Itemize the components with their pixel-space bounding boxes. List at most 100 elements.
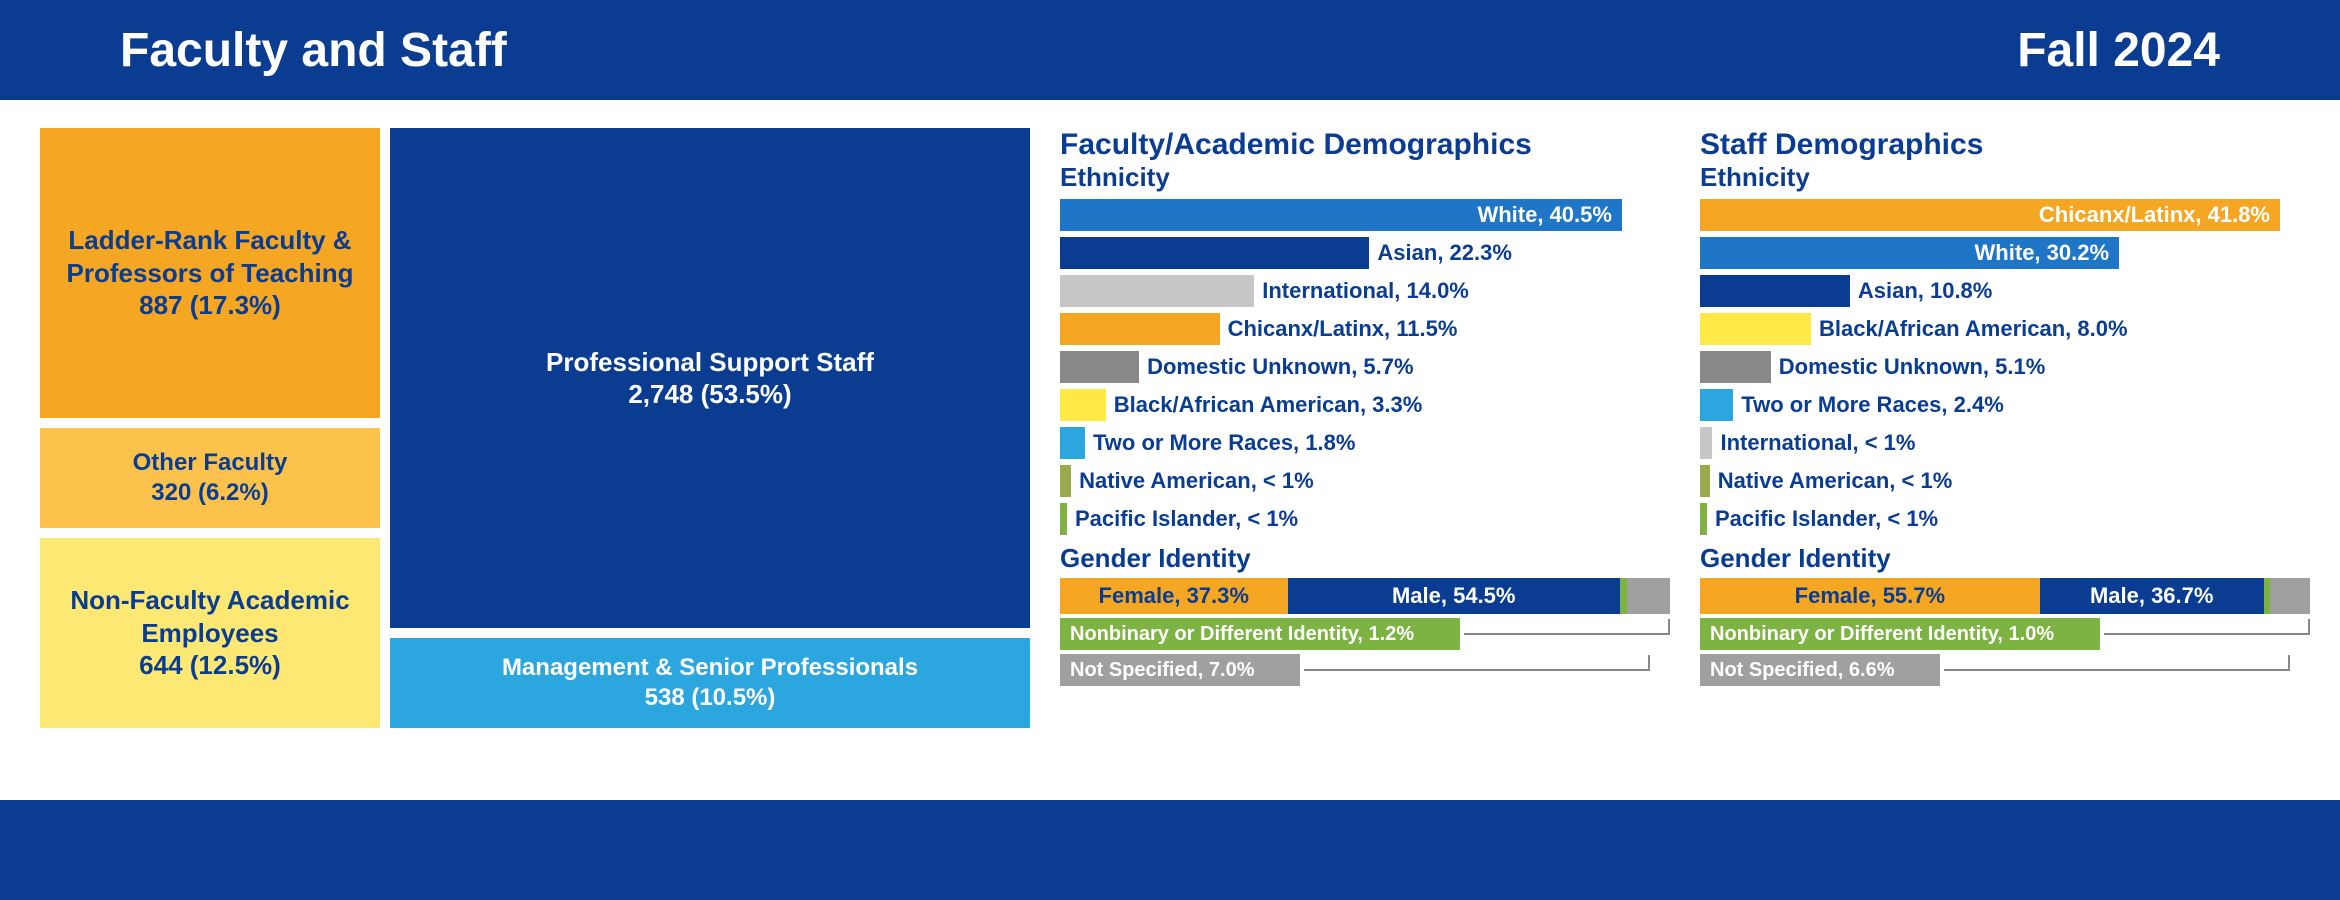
treemap-block-name: Professional Support Staff bbox=[546, 346, 874, 379]
staff-gender-stack: Female, 55.7%Male, 36.7% bbox=[1700, 578, 2310, 614]
ethnicity-label: Pacific Islander, < 1% bbox=[1075, 501, 1298, 537]
connector-line bbox=[1464, 619, 1670, 635]
faculty-demo-title: Faculty/Academic Demographics bbox=[1060, 128, 1670, 162]
ethnicity-bar bbox=[1700, 427, 1712, 459]
faculty-gender-stack: Female, 37.3%Male, 54.5% bbox=[1060, 578, 1670, 614]
gender-detail-bar: Nonbinary or Different Identity, 1.0% bbox=[1700, 618, 2100, 650]
ethnicity-bar bbox=[1060, 275, 1254, 307]
staff-demographics-panel: Staff Demographics Ethnicity Chicanx/Lat… bbox=[1700, 128, 2310, 800]
gender-segment bbox=[2270, 578, 2310, 614]
ethnicity-label: Domestic Unknown, 5.7% bbox=[1147, 349, 1414, 385]
gender-detail-row: Not Specified, 6.6% bbox=[1700, 654, 2310, 686]
ethnicity-label: Native American, < 1% bbox=[1079, 463, 1314, 499]
ethnicity-row: Pacific Islander, < 1% bbox=[1700, 501, 2310, 537]
ethnicity-row: Native American, < 1% bbox=[1060, 463, 1670, 499]
treemap-block-name: Management & Senior Professionals bbox=[502, 653, 918, 683]
ethnicity-bar bbox=[1700, 275, 1850, 307]
connector-line bbox=[2104, 619, 2310, 635]
ethnicity-row: Two or More Races, 2.4% bbox=[1700, 387, 2310, 423]
treemap-block-value: 887 (17.3%) bbox=[139, 289, 281, 322]
ethnicity-bar bbox=[1060, 237, 1369, 269]
ethnicity-row: Black/African American, 3.3% bbox=[1060, 387, 1670, 423]
ethnicity-bar bbox=[1700, 503, 1707, 535]
ethnicity-label: Two or More Races, 2.4% bbox=[1741, 387, 2003, 423]
ethnicity-row: White, 30.2% bbox=[1700, 235, 2310, 271]
ethnicity-row: Native American, < 1% bbox=[1700, 463, 2310, 499]
treemap-block-name: Ladder-Rank Faculty & Professors of Teac… bbox=[48, 224, 372, 289]
gender-segment bbox=[1627, 578, 1670, 614]
ethnicity-row: Pacific Islander, < 1% bbox=[1060, 501, 1670, 537]
gender-segment: Male, 54.5% bbox=[1288, 578, 1620, 614]
gender-detail-bar: Not Specified, 6.6% bbox=[1700, 654, 1940, 686]
treemap-block-name: Non-Faculty Academic Employees bbox=[48, 584, 372, 649]
ethnicity-bar bbox=[1060, 503, 1067, 535]
treemap-block-value: 2,748 (53.5%) bbox=[628, 378, 791, 411]
gender-detail-bar: Not Specified, 7.0% bbox=[1060, 654, 1300, 686]
ethnicity-row: Asian, 10.8% bbox=[1700, 273, 2310, 309]
ethnicity-row: Two or More Races, 1.8% bbox=[1060, 425, 1670, 461]
ethnicity-bar bbox=[1700, 313, 1811, 345]
ethnicity-label: Pacific Islander, < 1% bbox=[1715, 501, 1938, 537]
ethnicity-bar bbox=[1700, 389, 1733, 421]
ethnicity-label: International, < 1% bbox=[1720, 425, 1915, 461]
page-term: Fall 2024 bbox=[2017, 23, 2220, 78]
staff-gender-subtitle: Gender Identity bbox=[1700, 543, 2310, 574]
gender-segment: Female, 37.3% bbox=[1060, 578, 1288, 614]
ethnicity-bar bbox=[1060, 351, 1139, 383]
treemap-block: Professional Support Staff2,748 (53.5%) bbox=[390, 128, 1030, 628]
gender-segment bbox=[1620, 578, 1627, 614]
ethnicity-row: Domestic Unknown, 5.1% bbox=[1700, 349, 2310, 385]
staff-ethnicity-bars: Chicanx/Latinx, 41.8%White, 30.2%Asian, … bbox=[1700, 197, 2310, 537]
ethnicity-label: International, 14.0% bbox=[1262, 273, 1469, 309]
ethnicity-bar bbox=[1700, 351, 1771, 383]
connector-line bbox=[1944, 655, 2290, 671]
gender-detail-row: Not Specified, 7.0% bbox=[1060, 654, 1670, 686]
ethnicity-row: International, < 1% bbox=[1700, 425, 2310, 461]
ethnicity-label: Black/African American, 8.0% bbox=[1819, 311, 2128, 347]
faculty-gender-detail: Nonbinary or Different Identity, 1.2% Not… bbox=[1060, 618, 1670, 686]
ethnicity-bar bbox=[1060, 465, 1071, 497]
gender-detail-row: Nonbinary or Different Identity, 1.2% bbox=[1060, 618, 1670, 650]
faculty-ethnicity-bars: White, 40.5%Asian, 22.3%International, 1… bbox=[1060, 197, 1670, 537]
ethnicity-label: White, 30.2% bbox=[1700, 235, 2119, 271]
gender-segment: Male, 36.7% bbox=[2040, 578, 2264, 614]
ethnicity-bar bbox=[1060, 389, 1106, 421]
treemap-chart: Ladder-Rank Faculty & Professors of Teac… bbox=[40, 128, 1030, 728]
staff-gender-detail: Nonbinary or Different Identity, 1.0% Not… bbox=[1700, 618, 2310, 686]
staff-ethnicity-subtitle: Ethnicity bbox=[1700, 162, 2310, 193]
ethnicity-label: Asian, 22.3% bbox=[1377, 235, 1512, 271]
ethnicity-label: Chicanx/Latinx, 41.8% bbox=[1700, 197, 2280, 233]
ethnicity-label: Native American, < 1% bbox=[1718, 463, 1953, 499]
treemap-block-value: 644 (12.5%) bbox=[139, 649, 281, 682]
main-content: Ladder-Rank Faculty & Professors of Teac… bbox=[0, 100, 2340, 800]
gender-detail-row: Nonbinary or Different Identity, 1.0% bbox=[1700, 618, 2310, 650]
treemap-block: Other Faculty320 (6.2%) bbox=[40, 428, 380, 528]
ethnicity-row: Chicanx/Latinx, 11.5% bbox=[1060, 311, 1670, 347]
ethnicity-row: Chicanx/Latinx, 41.8% bbox=[1700, 197, 2310, 233]
gender-segment: Female, 55.7% bbox=[1700, 578, 2040, 614]
faculty-gender-subtitle: Gender Identity bbox=[1060, 543, 1670, 574]
ethnicity-label: Chicanx/Latinx, 11.5% bbox=[1228, 311, 1458, 347]
treemap-block: Non-Faculty Academic Employees644 (12.5%… bbox=[40, 538, 380, 728]
ethnicity-label: Domestic Unknown, 5.1% bbox=[1779, 349, 2046, 385]
ethnicity-row: Asian, 22.3% bbox=[1060, 235, 1670, 271]
treemap-block: Ladder-Rank Faculty & Professors of Teac… bbox=[40, 128, 380, 418]
treemap-block-name: Other Faculty bbox=[133, 448, 288, 478]
ethnicity-row: White, 40.5% bbox=[1060, 197, 1670, 233]
ethnicity-label: White, 40.5% bbox=[1060, 197, 1622, 233]
ethnicity-label: Asian, 10.8% bbox=[1858, 273, 1993, 309]
treemap-block: Management & Senior Professionals538 (10… bbox=[390, 638, 1030, 728]
ethnicity-row: Black/African American, 8.0% bbox=[1700, 311, 2310, 347]
ethnicity-row: Domestic Unknown, 5.7% bbox=[1060, 349, 1670, 385]
staff-demo-title: Staff Demographics bbox=[1700, 128, 2310, 162]
ethnicity-bar bbox=[1060, 313, 1220, 345]
header-bar: Faculty and Staff Fall 2024 bbox=[0, 0, 2340, 100]
gender-detail-bar: Nonbinary or Different Identity, 1.2% bbox=[1060, 618, 1460, 650]
faculty-ethnicity-subtitle: Ethnicity bbox=[1060, 162, 1670, 193]
ethnicity-label: Two or More Races, 1.8% bbox=[1093, 425, 1355, 461]
faculty-demographics-panel: Faculty/Academic Demographics Ethnicity … bbox=[1060, 128, 1670, 800]
connector-line bbox=[1304, 655, 1650, 671]
page-title: Faculty and Staff bbox=[120, 23, 507, 78]
ethnicity-row: International, 14.0% bbox=[1060, 273, 1670, 309]
ethnicity-bar bbox=[1060, 427, 1085, 459]
